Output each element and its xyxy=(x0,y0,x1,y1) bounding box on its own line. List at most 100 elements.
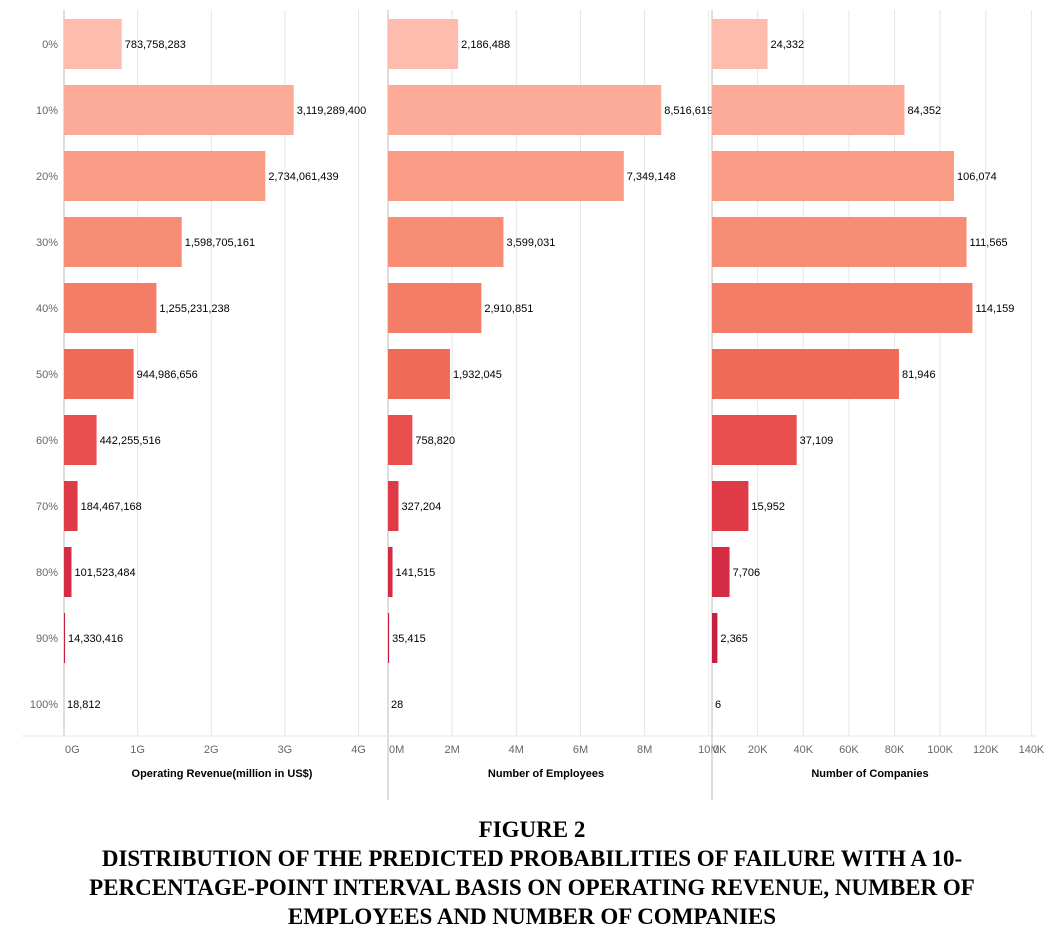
tick-label: 0K xyxy=(713,744,727,756)
bar xyxy=(712,85,904,135)
axis-title: Number of Employees xyxy=(488,768,604,780)
tick-label: 80K xyxy=(885,744,905,756)
tick-label: 4G xyxy=(351,744,366,756)
data-label: 327,204 xyxy=(401,501,441,513)
data-label: 141,515 xyxy=(396,567,436,579)
category-label: 0% xyxy=(42,39,58,51)
data-label: 783,758,283 xyxy=(125,39,186,51)
data-label: 24,332 xyxy=(771,39,805,51)
tick-label: 120K xyxy=(973,744,999,756)
data-label: 2,910,851 xyxy=(484,303,533,315)
axis-title: Operating Revenue(million in US$) xyxy=(132,768,313,780)
data-label: 2,734,061,439 xyxy=(268,171,338,183)
data-label: 442,255,516 xyxy=(100,435,161,447)
bar xyxy=(64,349,134,399)
data-label: 106,074 xyxy=(957,171,997,183)
data-label: 81,946 xyxy=(902,369,936,381)
data-label: 114,159 xyxy=(975,303,1014,315)
panel-3: 24,33284,352106,074111,565114,15981,9463… xyxy=(712,10,1045,800)
bar xyxy=(712,151,954,201)
bar xyxy=(388,613,389,663)
tick-label: 6M xyxy=(573,744,588,756)
data-label: 84,352 xyxy=(907,105,941,117)
category-label: 70% xyxy=(36,501,58,513)
category-label: 40% xyxy=(36,303,58,315)
bar xyxy=(388,349,450,399)
category-label: 30% xyxy=(36,237,58,249)
axis-title: Number of Companies xyxy=(811,768,928,780)
tick-label: 1G xyxy=(130,744,145,756)
data-label: 15,952 xyxy=(751,501,785,513)
tick-label: 60K xyxy=(839,744,859,756)
bar xyxy=(64,217,182,267)
tick-label: 100K xyxy=(927,744,953,756)
caption-line-3: EMPLOYEES AND NUMBER OF COMPANIES xyxy=(0,902,1064,931)
category-label: 50% xyxy=(36,369,58,381)
bar xyxy=(64,481,78,531)
category-label: 80% xyxy=(36,567,58,579)
bar xyxy=(388,415,412,465)
bar xyxy=(388,283,481,333)
bar xyxy=(712,19,768,69)
bar xyxy=(712,481,748,531)
bar xyxy=(388,19,458,69)
category-label: 20% xyxy=(36,171,58,183)
bar xyxy=(64,283,156,333)
bar xyxy=(64,547,71,597)
data-label: 8,516,619 xyxy=(664,105,713,117)
tick-label: 2G xyxy=(204,744,219,756)
data-label: 2,365 xyxy=(720,633,748,645)
data-label: 14,330,416 xyxy=(68,633,123,645)
data-label: 101,523,484 xyxy=(74,567,135,579)
bar xyxy=(712,547,730,597)
data-label: 944,986,656 xyxy=(137,369,198,381)
bar xyxy=(712,217,967,267)
data-label: 1,255,231,238 xyxy=(159,303,229,315)
data-label: 3,599,031 xyxy=(506,237,555,249)
caption-line-1: DISTRIBUTION OF THE PREDICTED PROBABILIT… xyxy=(0,844,1064,873)
category-label: 100% xyxy=(30,699,58,711)
data-label: 18,812 xyxy=(67,699,101,711)
category-label: 60% xyxy=(36,435,58,447)
data-label: 7,706 xyxy=(733,567,761,579)
bar xyxy=(388,151,624,201)
bar xyxy=(388,547,393,597)
tick-label: 4M xyxy=(509,744,524,756)
data-label: 758,820 xyxy=(415,435,455,447)
figure-label: FIGURE 2 xyxy=(0,815,1064,844)
data-label: 3,119,289,400 xyxy=(297,105,367,117)
data-label: 28 xyxy=(391,699,403,711)
data-label: 1,598,705,161 xyxy=(185,237,255,249)
data-label: 6 xyxy=(715,699,721,711)
data-label: 111,565 xyxy=(970,237,1008,249)
data-label: 35,415 xyxy=(392,633,426,645)
data-label: 2,186,488 xyxy=(461,39,510,51)
category-label: 10% xyxy=(36,105,58,117)
tick-label: 0M xyxy=(389,744,404,756)
bar xyxy=(64,85,294,135)
chart-area: 0% 10% 20% 30% 40% 50% 60% 70% 80% 90% 100% 783,758… xyxy=(0,0,1064,800)
caption-line-2: PERCENTAGE-POINT INTERVAL BASIS ON OPERA… xyxy=(0,873,1064,902)
bar xyxy=(712,283,972,333)
bar xyxy=(388,85,661,135)
bar xyxy=(64,415,97,465)
category-label: 90% xyxy=(36,633,58,645)
chart-svg: 0% 10% 20% 30% 40% 50% 60% 70% 80% 90% 100% 783,758… xyxy=(0,0,1064,800)
bar xyxy=(712,613,717,663)
data-label: 7,349,148 xyxy=(627,171,676,183)
bar xyxy=(712,349,899,399)
figure-caption: FIGURE 2 DISTRIBUTION OF THE PREDICTED P… xyxy=(0,815,1064,931)
data-label: 184,467,168 xyxy=(81,501,142,513)
tick-label: 2M xyxy=(445,744,460,756)
bar xyxy=(388,481,398,531)
data-label: 1,932,045 xyxy=(453,369,502,381)
tick-label: 20K xyxy=(748,744,768,756)
tick-label: 40K xyxy=(793,744,813,756)
tick-label: 0G xyxy=(65,744,80,756)
bar xyxy=(64,613,65,663)
tick-label: 3G xyxy=(278,744,293,756)
bar xyxy=(64,19,122,69)
tick-label: 8M xyxy=(637,744,652,756)
panel-2: 2,186,488 8,516,619 7,349,148 3,599,031 2,91… xyxy=(388,10,719,800)
panel-1: 783,758,283 3,119,289,400 2,734,061,439 1,5… xyxy=(64,10,366,780)
